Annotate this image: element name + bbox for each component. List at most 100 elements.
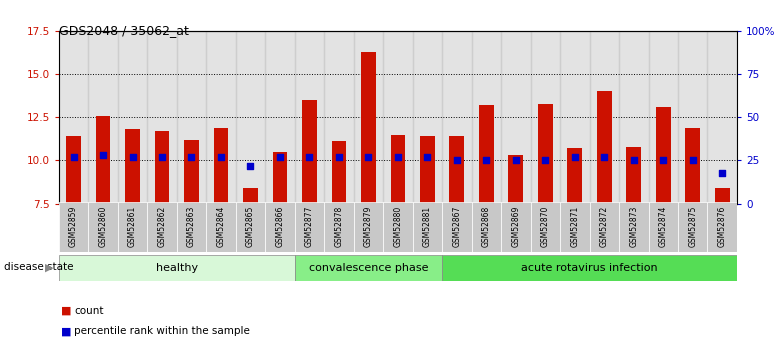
Point <box>421 154 434 160</box>
Point <box>568 154 581 160</box>
Point <box>126 154 139 160</box>
Bar <box>472 31 501 204</box>
Text: GSM52881: GSM52881 <box>423 206 432 247</box>
Text: GSM52877: GSM52877 <box>305 206 314 247</box>
Text: GSM52879: GSM52879 <box>364 206 373 247</box>
FancyBboxPatch shape <box>648 202 678 252</box>
Text: ■: ■ <box>61 326 71 336</box>
Text: GSM52875: GSM52875 <box>688 206 697 247</box>
Bar <box>354 31 383 204</box>
Text: GSM52863: GSM52863 <box>187 206 196 247</box>
Point <box>716 170 728 175</box>
Bar <box>685 128 700 204</box>
Point <box>332 154 345 160</box>
Bar <box>479 105 494 204</box>
Bar <box>715 188 730 204</box>
Text: GSM52860: GSM52860 <box>99 206 107 247</box>
Text: ■: ■ <box>61 306 71 315</box>
FancyBboxPatch shape <box>707 202 737 252</box>
Bar <box>383 31 412 204</box>
Point <box>451 158 463 163</box>
Text: GSM52880: GSM52880 <box>394 206 402 247</box>
Text: GSM52869: GSM52869 <box>511 206 521 247</box>
Bar <box>590 31 619 204</box>
Bar <box>302 100 317 204</box>
Text: disease state: disease state <box>4 263 74 272</box>
FancyBboxPatch shape <box>619 202 648 252</box>
FancyBboxPatch shape <box>442 202 472 252</box>
FancyBboxPatch shape <box>176 202 206 252</box>
Bar <box>59 31 89 204</box>
FancyBboxPatch shape <box>560 202 590 252</box>
Point <box>156 154 169 160</box>
Text: GSM52867: GSM52867 <box>452 206 461 247</box>
Point <box>657 158 670 163</box>
Text: GSM52876: GSM52876 <box>717 206 727 247</box>
Bar <box>626 147 641 204</box>
Bar <box>236 31 265 204</box>
Bar <box>678 31 707 204</box>
Bar <box>442 31 472 204</box>
FancyBboxPatch shape <box>295 202 324 252</box>
Bar <box>449 136 464 204</box>
Text: GSM52862: GSM52862 <box>158 206 166 247</box>
FancyBboxPatch shape <box>206 202 236 252</box>
Text: GSM52871: GSM52871 <box>570 206 579 247</box>
Bar <box>538 104 553 204</box>
Point <box>274 154 286 160</box>
Bar <box>531 31 560 204</box>
Text: GSM52872: GSM52872 <box>600 206 609 247</box>
FancyBboxPatch shape <box>295 255 442 281</box>
Bar <box>265 31 295 204</box>
Bar <box>176 31 206 204</box>
Text: GSM52870: GSM52870 <box>541 206 550 247</box>
Bar <box>560 31 590 204</box>
Text: acute rotavirus infection: acute rotavirus infection <box>521 263 658 273</box>
Bar <box>213 128 228 204</box>
Bar <box>295 31 324 204</box>
FancyBboxPatch shape <box>89 202 118 252</box>
Point <box>215 154 227 160</box>
Bar <box>324 31 354 204</box>
Bar <box>66 136 81 204</box>
Bar <box>361 52 376 204</box>
Text: GSM52874: GSM52874 <box>659 206 668 247</box>
FancyBboxPatch shape <box>412 202 442 252</box>
Text: GSM52861: GSM52861 <box>128 206 137 247</box>
Point <box>539 158 552 163</box>
Point <box>510 158 522 163</box>
FancyBboxPatch shape <box>501 202 531 252</box>
Point <box>391 154 405 160</box>
Bar <box>332 141 347 204</box>
Bar <box>206 31 236 204</box>
Bar <box>243 188 258 204</box>
Bar <box>597 91 612 204</box>
FancyBboxPatch shape <box>590 202 619 252</box>
FancyBboxPatch shape <box>118 202 147 252</box>
Bar <box>118 31 147 204</box>
Bar <box>125 129 140 204</box>
Bar <box>412 31 442 204</box>
Point <box>303 154 316 160</box>
Bar <box>273 152 287 204</box>
Bar <box>96 116 111 204</box>
Point <box>67 154 80 160</box>
Bar <box>147 31 176 204</box>
FancyBboxPatch shape <box>383 202 412 252</box>
Bar <box>619 31 648 204</box>
FancyBboxPatch shape <box>678 202 707 252</box>
Bar <box>184 140 199 204</box>
FancyBboxPatch shape <box>531 202 560 252</box>
Point <box>480 158 492 163</box>
Bar <box>648 31 678 204</box>
Point <box>598 154 611 160</box>
FancyBboxPatch shape <box>354 202 383 252</box>
Bar <box>154 131 169 204</box>
Bar <box>501 31 531 204</box>
Bar <box>89 31 118 204</box>
Bar <box>420 136 435 204</box>
Bar <box>390 135 405 204</box>
Point <box>185 154 198 160</box>
Point <box>687 158 699 163</box>
Text: GSM52865: GSM52865 <box>246 206 255 247</box>
